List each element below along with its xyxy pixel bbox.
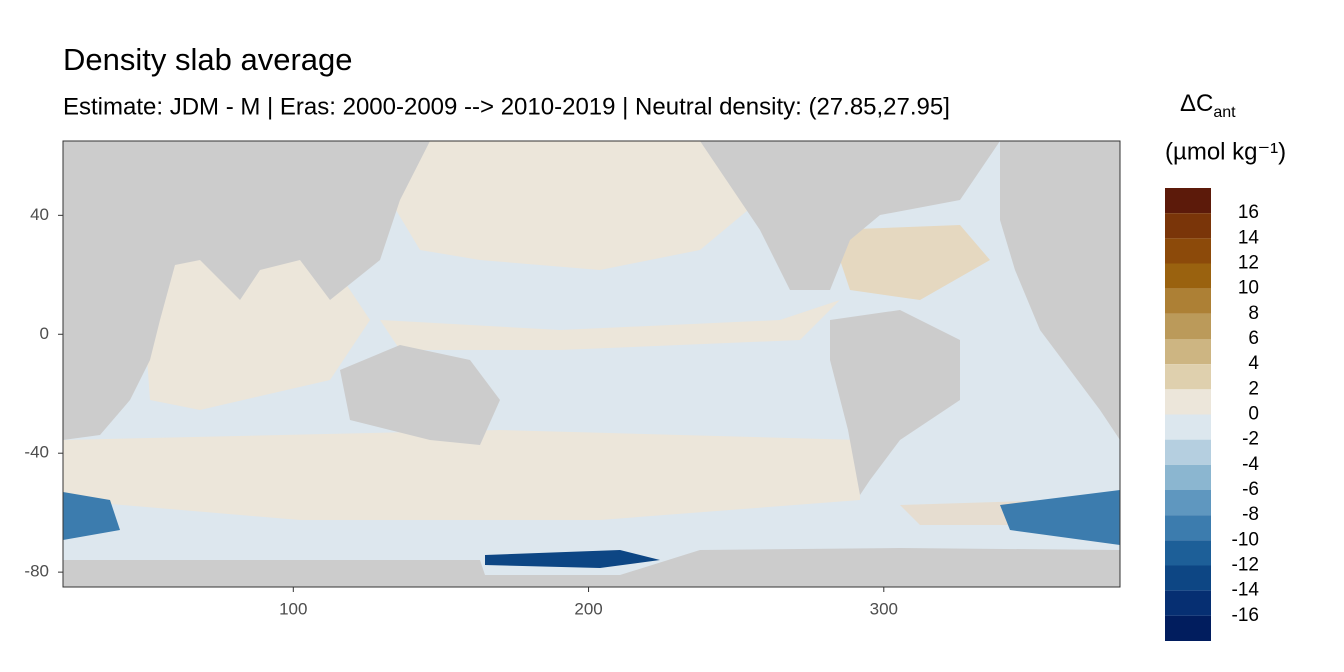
map: [63, 141, 1120, 587]
legend-swatch: [1165, 439, 1211, 465]
land: [1000, 141, 1120, 440]
legend-label: -14: [1232, 580, 1260, 601]
legend-label: -10: [1232, 529, 1259, 550]
plot-border: [62, 140, 1121, 588]
y-tick-label: -80: [24, 562, 49, 581]
legend-swatch: [1165, 364, 1211, 390]
legend-swatch: [1165, 540, 1211, 566]
legend-swatch: [1165, 288, 1211, 314]
positive-region: [830, 225, 990, 300]
legend-label: 4: [1248, 353, 1259, 374]
negative-region: [1000, 490, 1120, 545]
x-tick-label: 300: [870, 599, 898, 618]
positive-region: [63, 430, 860, 520]
chart-title: Density slab average: [63, 42, 353, 77]
land: [63, 141, 430, 440]
legend-label: -2: [1242, 429, 1259, 450]
legend-swatch: [1165, 565, 1211, 591]
legend-label: 6: [1248, 328, 1259, 349]
legend-label: -8: [1242, 504, 1259, 525]
legend-swatch: [1165, 188, 1211, 214]
legend-swatch: [1165, 515, 1211, 541]
legend-label: 0: [1248, 404, 1259, 425]
y-tick-label: -40: [24, 443, 49, 462]
legend-swatch: [1165, 464, 1211, 490]
legend-label: 2: [1248, 378, 1259, 399]
legend-label: -16: [1232, 605, 1259, 626]
x-tick-label: 200: [574, 599, 602, 618]
y-tick-label: 0: [40, 324, 49, 343]
positive-region: [380, 141, 760, 270]
legend-swatch: [1165, 414, 1211, 440]
legend-swatch: [1165, 615, 1211, 641]
land: [63, 548, 1120, 587]
legend-swatch: [1165, 490, 1211, 516]
legend-swatch: [1165, 389, 1211, 415]
land: [700, 141, 1000, 290]
legend-swatch: [1165, 238, 1211, 264]
legend-label: -6: [1242, 479, 1259, 500]
legend-title: ΔCant: [1180, 90, 1236, 121]
legend-label: 8: [1248, 303, 1259, 324]
legend-label: -12: [1232, 555, 1259, 576]
legend-label: 16: [1238, 202, 1259, 223]
legend-swatch: [1165, 263, 1211, 289]
land: [340, 345, 500, 445]
legend-swatch: [1165, 339, 1211, 365]
legend-label: 12: [1238, 253, 1259, 274]
legend-unit: (µmol kg⁻¹): [1165, 138, 1286, 165]
legend-label: 14: [1238, 227, 1260, 248]
land: [830, 310, 960, 495]
positive-region: [380, 300, 840, 350]
legend-swatch: [1165, 313, 1211, 339]
legend-swatch: [1165, 213, 1211, 239]
chart-subtitle: Estimate: JDM - M | Eras: 2000-2009 --> …: [63, 93, 950, 120]
positive-region: [140, 260, 370, 410]
negative-region: [63, 492, 120, 540]
legend-swatch: [1165, 590, 1211, 616]
x-tick-label: 100: [279, 599, 307, 618]
legend-label: -4: [1242, 454, 1259, 475]
legend-label: 10: [1238, 278, 1259, 299]
negative-region: [485, 550, 660, 568]
y-tick-label: 40: [30, 205, 49, 224]
